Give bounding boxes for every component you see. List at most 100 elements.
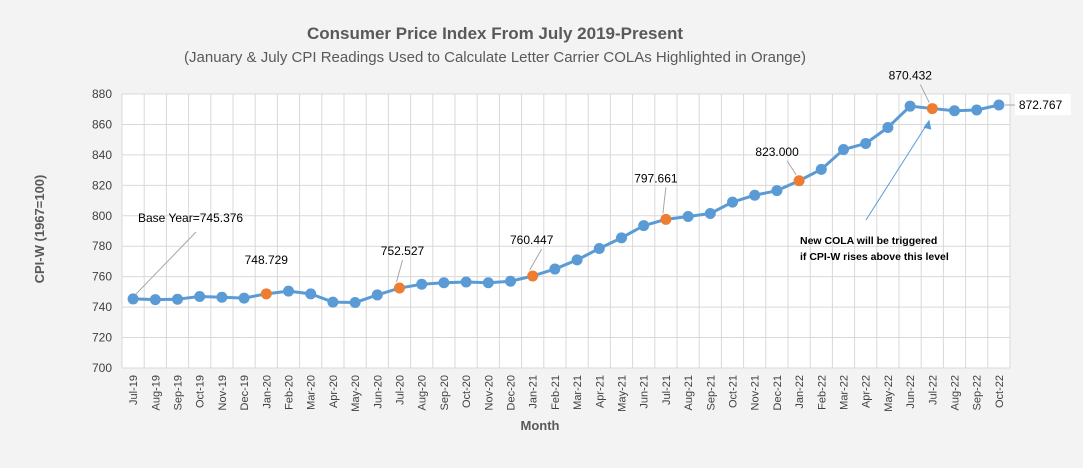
data-label-leader <box>662 187 667 214</box>
data-point <box>571 254 583 266</box>
x-tick-label: Jan-22 <box>794 375 806 409</box>
data-label: 870.432 <box>889 69 933 83</box>
data-point <box>438 277 450 289</box>
data-point <box>127 293 139 305</box>
x-tick-label: Sep-22 <box>972 375 984 410</box>
y-tick-label: 760 <box>92 270 112 284</box>
data-point <box>327 296 339 308</box>
x-tick-label: Jan-21 <box>528 375 540 409</box>
y-tick-label: 840 <box>92 148 112 162</box>
x-tick-label: Apr-21 <box>594 375 606 408</box>
data-point <box>860 137 872 149</box>
y-tick-label: 740 <box>92 300 112 314</box>
data-point <box>460 276 472 288</box>
y-tick-label: 800 <box>92 209 112 223</box>
data-point <box>149 294 161 306</box>
data-point <box>993 99 1005 111</box>
x-tick-label: Sep-19 <box>173 375 185 410</box>
x-tick-label: Aug-21 <box>683 375 695 410</box>
x-tick-label: May-21 <box>617 375 629 412</box>
data-point <box>971 104 983 116</box>
data-label: 760.447 <box>510 233 554 247</box>
data-point <box>416 278 428 290</box>
x-tick-label: Feb-20 <box>284 375 296 410</box>
x-tick-label: Nov-20 <box>483 375 495 410</box>
y-axis-ticks: 700 720 740 760 780 800 820 840 860 880 <box>92 87 112 375</box>
y-tick-label: 860 <box>92 117 112 131</box>
x-tick-label: Dec-20 <box>506 375 518 410</box>
data-label: 872.767 <box>1019 98 1063 112</box>
x-tick-label: Sep-20 <box>439 375 451 410</box>
y-tick-label: 820 <box>92 178 112 192</box>
data-label-leader <box>529 248 543 271</box>
cpi-series-line <box>133 103 1000 305</box>
data-point <box>704 207 716 219</box>
data-point <box>283 285 294 297</box>
data-point <box>882 121 894 133</box>
data-label: 752.527 <box>381 244 425 258</box>
x-tick-label: Mar-20 <box>306 375 318 410</box>
data-point <box>216 291 228 303</box>
x-tick-label: Aug-22 <box>950 375 962 410</box>
x-tick-label: Nov-19 <box>217 375 229 410</box>
data-point <box>349 297 361 309</box>
cola-note-line: New COLA will be triggered <box>800 235 937 247</box>
y-axis-title: CPI-W (1967=100) <box>32 175 47 284</box>
x-tick-label: Jun-21 <box>639 375 651 409</box>
x-tick-label: Aug-19 <box>150 375 162 410</box>
data-point <box>238 292 250 304</box>
data-label: 823.000 <box>755 145 799 159</box>
y-tick-label: 780 <box>92 239 112 253</box>
data-label: 797.661 <box>634 171 678 185</box>
data-point <box>749 189 761 201</box>
x-axis-title: Month <box>521 418 560 433</box>
x-tick-label: May-20 <box>350 375 362 412</box>
x-tick-label: Jul-20 <box>395 375 407 405</box>
data-labels: 748.729 752.527 760.447 797.661 823.000 870.4… <box>245 69 1071 283</box>
data-point <box>371 289 383 301</box>
data-point <box>505 275 516 287</box>
data-point <box>593 243 605 255</box>
data-point <box>305 288 317 300</box>
cola-arrow-head <box>923 119 932 130</box>
data-point <box>815 163 827 175</box>
x-tick-label: Dec-21 <box>772 375 784 410</box>
highlighted-data-point <box>926 103 938 115</box>
x-tick-label: Mar-21 <box>572 375 584 410</box>
data-point <box>549 263 561 275</box>
x-tick-label: May-22 <box>883 375 895 412</box>
data-point <box>172 293 183 305</box>
data-point <box>904 100 916 112</box>
data-point <box>727 196 738 208</box>
data-point <box>616 232 627 244</box>
x-tick-label: Feb-21 <box>550 375 562 410</box>
cola-note-line: if CPI-W rises above this level <box>800 251 949 263</box>
data-point <box>838 144 849 156</box>
data-label-leader <box>786 160 797 176</box>
base-year-annotation: Base Year=745.376 <box>138 211 243 225</box>
data-point <box>771 185 783 197</box>
data-point <box>194 290 206 302</box>
data-point <box>682 211 694 223</box>
x-tick-label: Oct-20 <box>461 375 473 408</box>
x-tick-label: Apr-22 <box>861 375 873 408</box>
highlighted-data-point <box>793 175 805 187</box>
chart-subtitle: (January & July CPI Readings Used to Cal… <box>184 49 806 66</box>
y-tick-label: 720 <box>92 331 112 345</box>
x-tick-label: Dec-19 <box>239 375 251 410</box>
y-tick-label: 700 <box>92 361 112 375</box>
data-label-box <box>1014 94 1071 116</box>
data-point <box>638 220 650 232</box>
data-label-leader <box>396 259 403 283</box>
annotations: Base Year=745.376 New COLA will be trigge… <box>135 119 949 295</box>
chart-title: Consumer Price Index From July 2019-Pres… <box>307 24 683 43</box>
x-axis-ticks: Jul-19 Aug-19 Sep-19 Oct-19 Nov-19 Dec-19 Jan-… <box>128 375 1006 412</box>
x-tick-label: Jul-22 <box>927 375 939 405</box>
highlighted-data-point <box>260 288 272 300</box>
x-tick-label: Jun-20 <box>372 375 384 409</box>
x-tick-label: Sep-21 <box>705 375 717 410</box>
x-tick-label: Apr-20 <box>328 375 340 408</box>
x-tick-label: Jul-19 <box>128 375 140 405</box>
data-point <box>482 277 494 289</box>
